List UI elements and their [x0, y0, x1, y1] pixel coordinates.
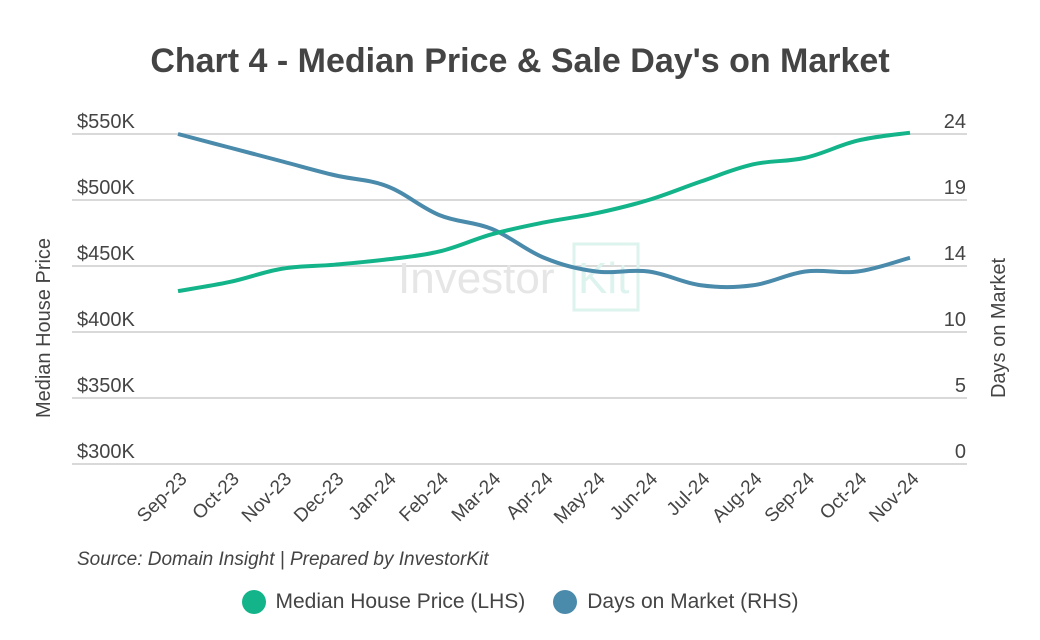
y2-tick-label: 19	[944, 177, 966, 199]
x-tick-label: May-24	[550, 468, 610, 528]
legend: Median House Price (LHS) Days on Market …	[0, 590, 1040, 614]
y2-tick-label: 24	[944, 111, 966, 133]
legend-label-days: Days on Market (RHS)	[587, 590, 799, 613]
watermark: Investor	[398, 254, 555, 303]
legend-marker-days	[553, 590, 578, 614]
y-tick-label: $550K	[77, 111, 135, 133]
y-tick-label: $500K	[77, 177, 135, 199]
source-note: Source: Domain Insight | Prepared by Inv…	[77, 549, 489, 570]
x-tick-label: Aug-24	[708, 468, 766, 526]
legend-marker-price	[241, 590, 266, 614]
x-tick-label: Apr-24	[502, 468, 557, 523]
watermark: Kit	[578, 254, 629, 303]
y-tick-label: $400K	[77, 309, 135, 331]
y2-tick-label: 14	[944, 243, 966, 265]
chart-title: Chart 4 - Median Price & Sale Day's on M…	[150, 42, 890, 80]
y2-tick-label: 10	[944, 309, 966, 331]
x-tick-label: Dec-23	[290, 469, 348, 527]
x-tick-label: Jun-24	[606, 468, 662, 524]
x-tick-label: Mar-24	[448, 468, 506, 526]
y-tick-label: $350K	[77, 375, 135, 397]
y2-tick-label: 5	[955, 375, 966, 397]
x-tick-label: Nov-24	[865, 468, 923, 526]
y-tick-label: $300K	[77, 441, 135, 463]
y-tick-label: $450K	[77, 243, 135, 265]
series-line-days-on-market	[177, 132, 911, 290]
x-tick-label: Nov-23	[238, 469, 296, 527]
series-line-median-price	[177, 130, 911, 294]
x-tick-label: Oct-23	[189, 469, 244, 524]
watermark-box	[572, 242, 640, 312]
legend-item-price[interactable]: Median House Price (LHS)	[241, 590, 526, 614]
x-tick-label: Sep-23	[133, 469, 191, 527]
x-tick-label: Feb-24	[396, 468, 454, 526]
legend-label-price: Median House Price (LHS)	[275, 590, 526, 613]
x-tick-label: Jul-24	[663, 468, 715, 520]
x-tick-label: Sep-24	[761, 468, 819, 526]
y2-axis-title: Days on Market	[988, 258, 1010, 398]
y-axis-title: Median House Price	[33, 238, 55, 418]
x-tick-label: Oct-24	[816, 468, 871, 523]
y2-tick-label: 0	[955, 441, 966, 463]
legend-item-days[interactable]: Days on Market (RHS)	[553, 590, 798, 614]
x-tick-label: Jan-24	[345, 468, 401, 524]
